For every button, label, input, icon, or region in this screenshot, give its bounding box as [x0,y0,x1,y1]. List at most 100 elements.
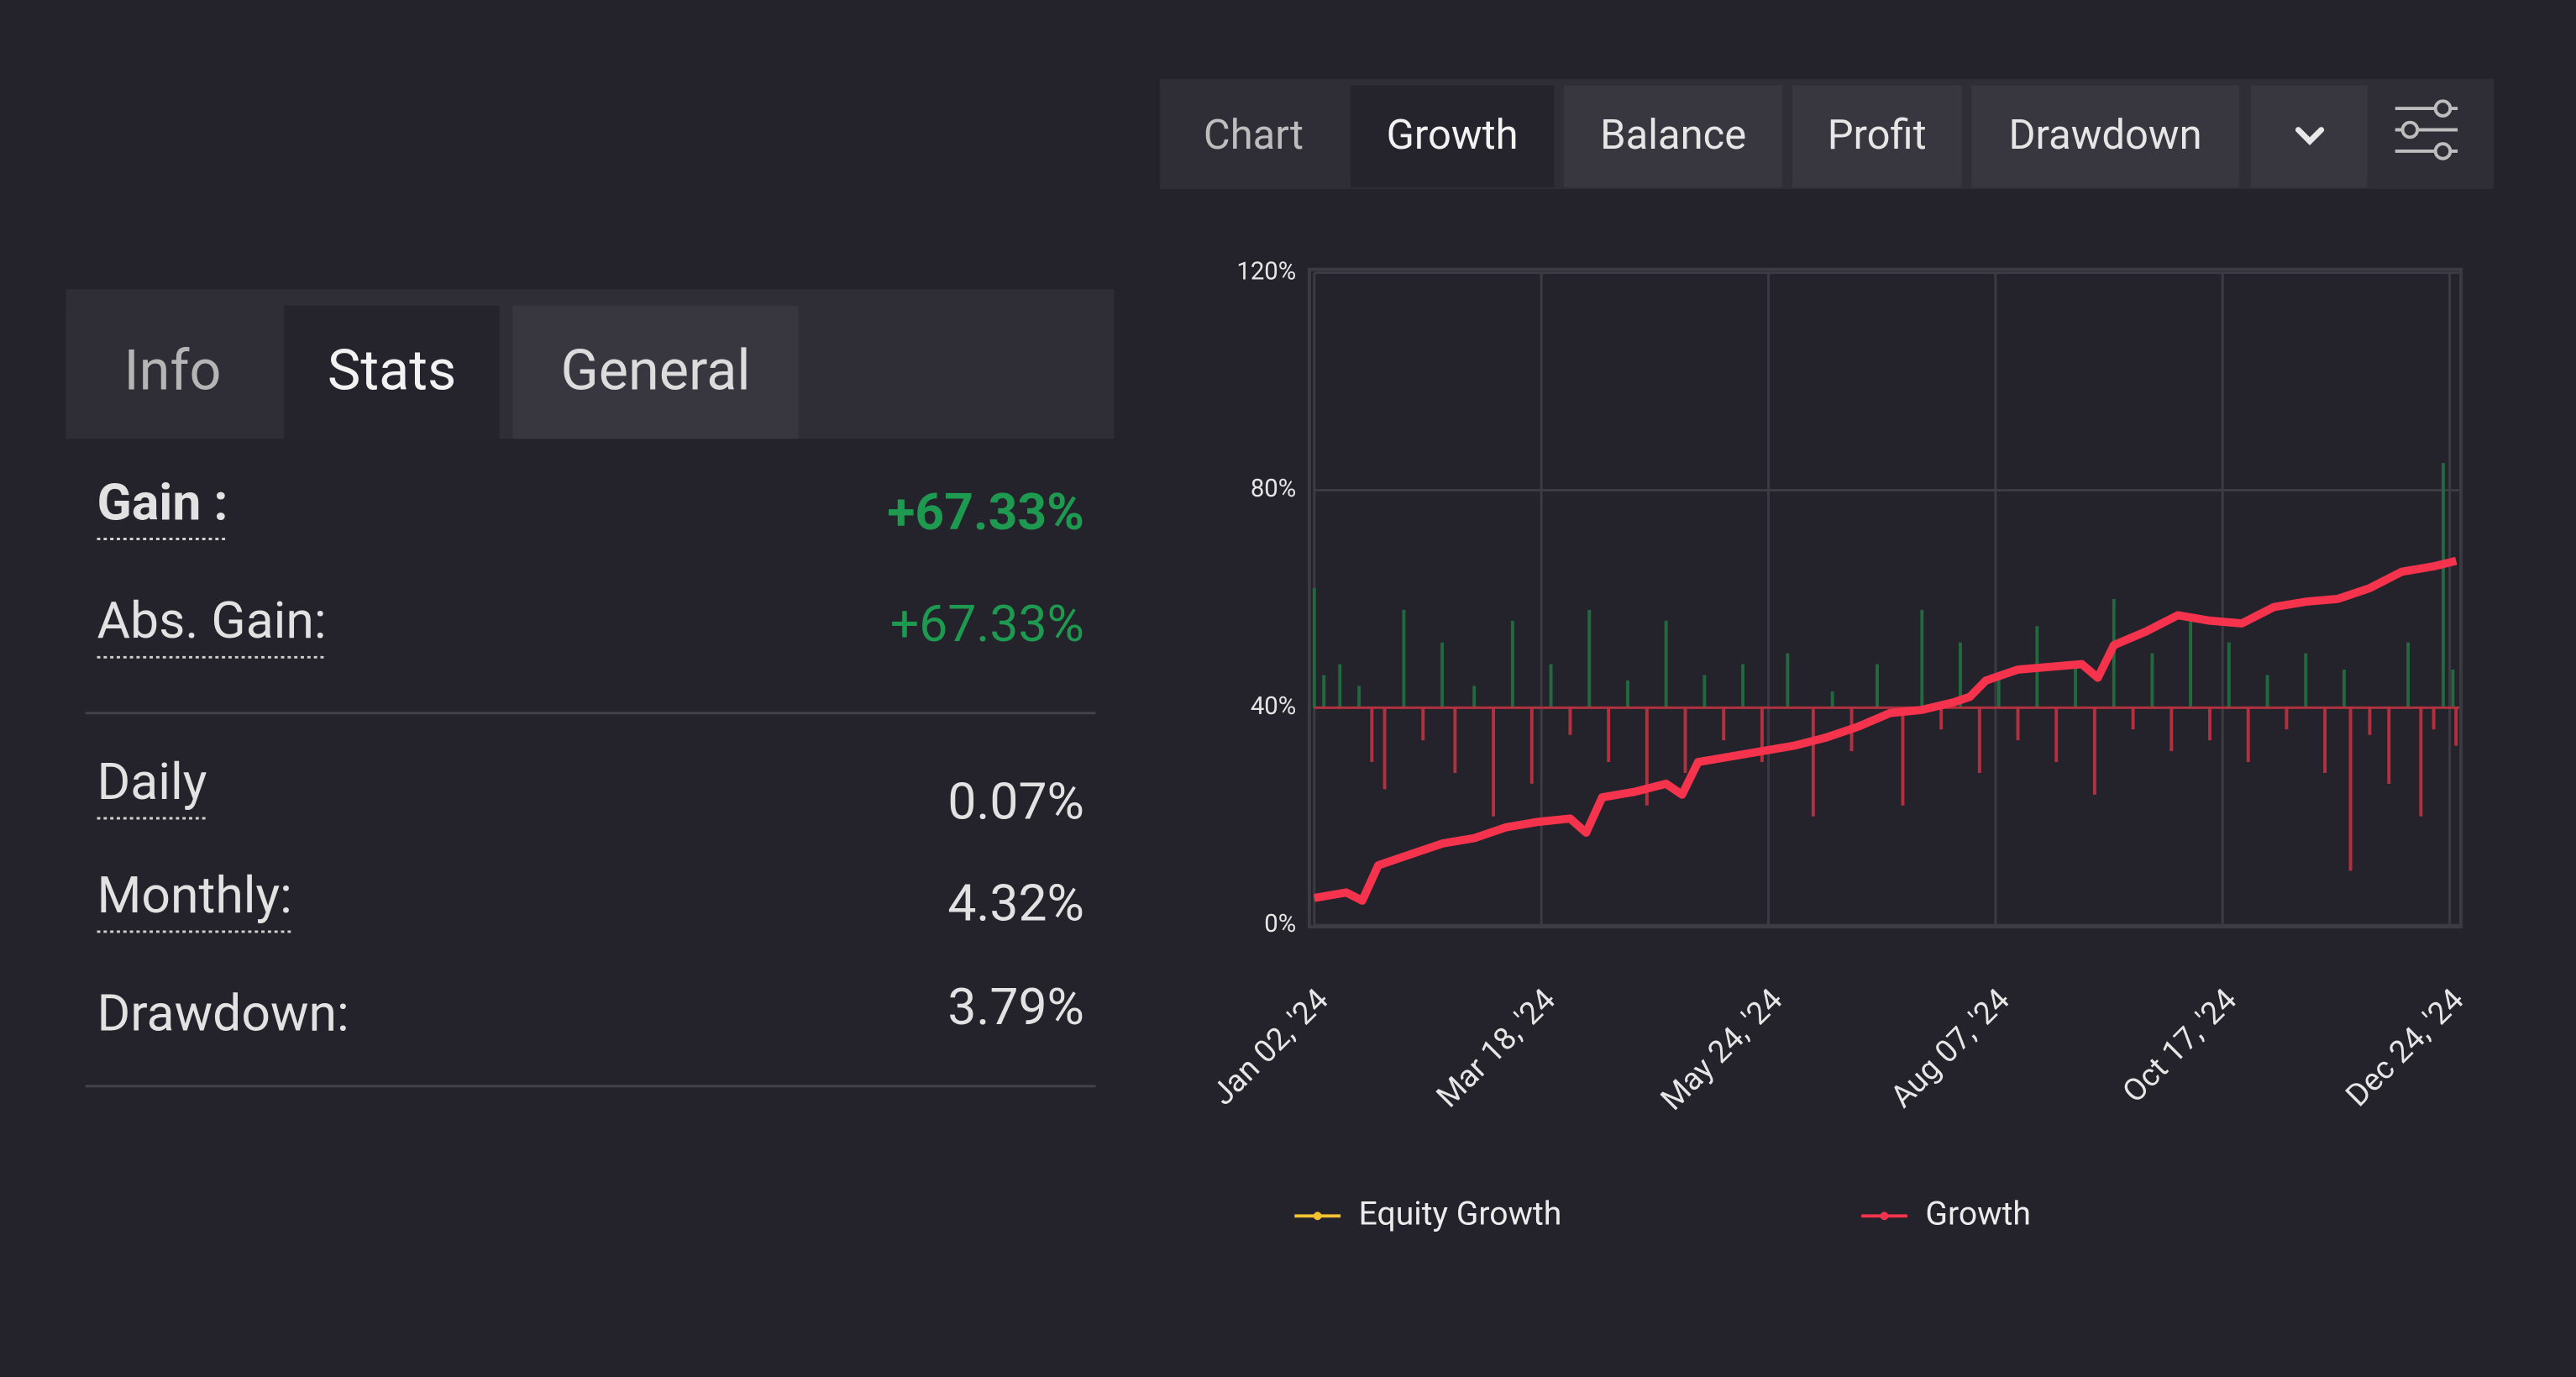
profit-bar [2442,463,2445,708]
chart-tab-label: Balance [1600,111,1746,159]
profit-bar [2285,707,2289,730]
profit-bar [1382,707,1387,790]
profit-bar [1338,664,1342,708]
chart-tab-label: Growth [1387,111,1519,159]
profit-bar [2265,675,2269,708]
profit-bar [1702,675,1707,708]
legend-dot [1880,1211,1889,1221]
profit-bar [1876,664,1879,708]
stat-label: Gain : [97,472,228,532]
profit-bar [1626,680,1629,708]
profit-bar [2419,707,2423,817]
profit-bar [1529,707,1534,784]
stat-value: 0.07% [947,771,1084,831]
chart-tab[interactable] [1159,85,1347,187]
chart-tab-label: Drawdown [2008,111,2201,159]
profit-bar [2432,707,2436,730]
profit-bar [1421,707,1425,741]
chart-tab[interactable] [1792,85,1962,187]
legend-dot [1313,1211,1322,1221]
profit-bar [2323,707,2327,773]
info-tab[interactable] [66,305,280,439]
dropdown-button[interactable] [2250,85,2368,187]
profit-bar [2387,707,2391,784]
info-tab-label: Stats [328,338,456,403]
profit-bar [1510,620,1514,708]
profit-bar [2054,707,2059,763]
profit-bar [1322,675,1326,708]
stat-value: 4.32% [947,874,1084,933]
y-tick-label: 40% [1251,692,1296,721]
profit-bar [1402,609,1406,708]
profit-bar [2169,707,2174,752]
profit-bar [1741,664,1745,708]
profit-bar [1492,707,1495,817]
profit-bar [1357,686,1361,708]
profit-bar [1568,707,1572,735]
y-tick-label: 0% [1264,910,1296,938]
series-line [1313,556,2458,905]
profit-bar [1472,686,1477,708]
profit-bar [2451,670,2455,708]
profit-bar [1664,620,1668,708]
legend-label[interactable]: Equity Growth [1359,1195,1562,1233]
profit-bar [1607,707,1611,763]
profit-bar [2189,620,2193,708]
legend-label[interactable]: Growth [1925,1195,2031,1233]
profit-bar [2074,664,2078,708]
profit-bar [1645,707,1649,806]
chevron-icon [2295,127,2325,146]
profit-bar [1760,707,1764,763]
profit-bar [1901,707,1905,806]
stat-value: 3.79% [947,977,1084,1037]
settings-icon[interactable] [2395,99,2458,160]
profit-bar [1977,707,1981,773]
stat-label: Abs. Gain: [97,591,327,650]
profit-bar [2016,707,2020,741]
plot-frame [1307,267,2463,929]
info-tab-label: General [560,338,750,403]
profit-bar [2092,707,2096,795]
profit-bar [2208,707,2211,741]
stat-value: +67.33% [887,482,1084,542]
profit-bar [1549,664,1553,708]
profit-bar [1453,707,1457,773]
chart-tab[interactable] [1564,85,1783,187]
profit-bar [2348,707,2353,871]
profit-bar [1830,691,1834,708]
profit-bar [2406,642,2411,708]
profit-bar [1959,642,1962,708]
profit-bar [1996,675,2001,708]
chart-tab-label: Chart [1204,111,1304,159]
profit-bar [2246,707,2250,763]
profit-bar [1722,707,1726,741]
stat-value: +67.33% [890,594,1084,654]
profit-bar [2342,670,2346,708]
profit-bar [1811,707,1815,817]
profit-bar [1939,707,1944,730]
stat-label: Monthly: [97,865,292,925]
y-tick-label: 120% [1236,257,1296,286]
profit-bar [2227,642,2231,708]
profit-bar [2368,707,2372,735]
profit-bar [1786,653,1790,708]
profit-bar [2304,653,2308,708]
info-tab-label: Info [124,338,222,403]
profit-bar [2454,707,2458,746]
profit-bar [2150,653,2154,708]
info-tab[interactable] [284,305,500,439]
profit-bar [1370,707,1374,763]
profit-bar [1440,642,1445,708]
chart-tab-label: Profit [1828,111,1927,159]
profit-bar [1920,609,1924,708]
stat-label: Drawdown: [97,984,349,1043]
chart-tab[interactable] [1350,85,1555,187]
stat-label: Daily [97,752,207,812]
profit-bar [2131,707,2135,730]
chart-tab[interactable] [1971,85,2239,187]
info-tab[interactable] [512,305,799,439]
y-tick-label: 80% [1251,475,1296,503]
